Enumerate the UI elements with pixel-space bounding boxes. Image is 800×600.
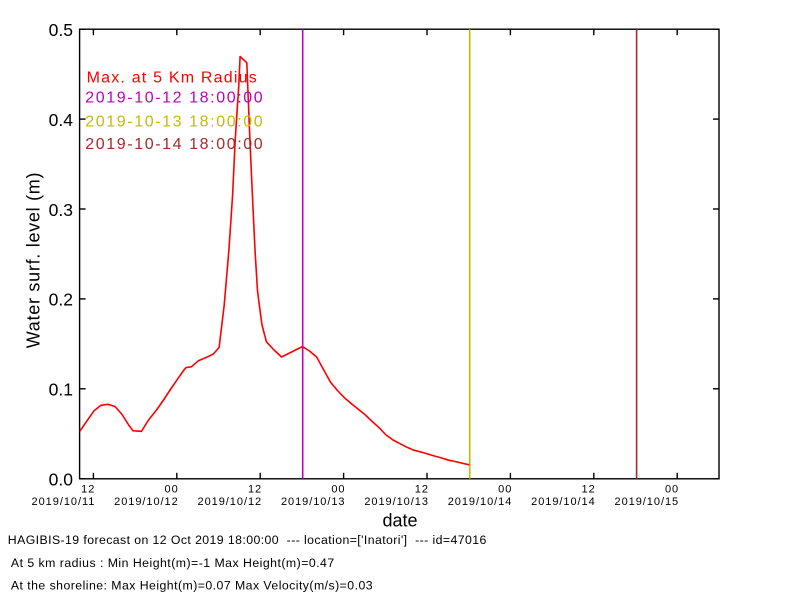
svg-text:0.3: 0.3 — [49, 200, 73, 220]
svg-text:12: 12 — [415, 484, 429, 496]
svg-text:0.5: 0.5 — [49, 20, 73, 40]
svg-text:0.4: 0.4 — [49, 110, 74, 130]
svg-text:00: 00 — [331, 484, 345, 496]
svg-text:00: 00 — [665, 484, 679, 496]
svg-text:2019-10-13 18:00:00: 2019-10-13 18:00:00 — [85, 113, 264, 130]
svg-text:12: 12 — [81, 484, 95, 496]
svg-text:2019/10/15: 2019/10/15 — [615, 496, 680, 508]
svg-text:HAGIBIS-19 forecast on 12 Oct: HAGIBIS-19 forecast on 12 Oct 2019 18:00… — [8, 533, 487, 547]
svg-text:2019/10/11: 2019/10/11 — [32, 496, 96, 508]
svg-text:2019/10/14: 2019/10/14 — [448, 496, 513, 508]
svg-text:2019/10/13: 2019/10/13 — [281, 496, 346, 508]
svg-text:2019/10/12: 2019/10/12 — [198, 496, 263, 508]
svg-text:At 5 km radius : Min Height(m): At 5 km radius : Min Height(m)=-1 Max He… — [11, 556, 335, 570]
svg-text:2019-10-12 18:00:00: 2019-10-12 18:00:00 — [85, 90, 264, 107]
svg-text:00: 00 — [498, 484, 512, 496]
svg-text:12: 12 — [248, 484, 262, 496]
svg-text:0.2: 0.2 — [49, 290, 73, 310]
svg-text:2019-10-14 18:00:00: 2019-10-14 18:00:00 — [85, 136, 264, 153]
svg-text:Water surf. level (m): Water surf. level (m) — [24, 172, 44, 348]
svg-text:12: 12 — [582, 484, 596, 496]
svg-text:00: 00 — [165, 484, 179, 496]
svg-text:Max. at 5 Km Radius: Max. at 5 Km Radius — [87, 69, 258, 86]
svg-text:2019/10/12: 2019/10/12 — [114, 496, 179, 508]
svg-text:date: date — [382, 511, 417, 531]
svg-text:At the shoreline: Max Height(m: At the shoreline: Max Height(m)=0.07 Max… — [11, 579, 373, 593]
svg-text:2019/10/13: 2019/10/13 — [364, 496, 429, 508]
svg-text:0.0: 0.0 — [49, 470, 74, 490]
svg-text:2019/10/14: 2019/10/14 — [531, 496, 596, 508]
svg-text:0.1: 0.1 — [49, 380, 73, 400]
